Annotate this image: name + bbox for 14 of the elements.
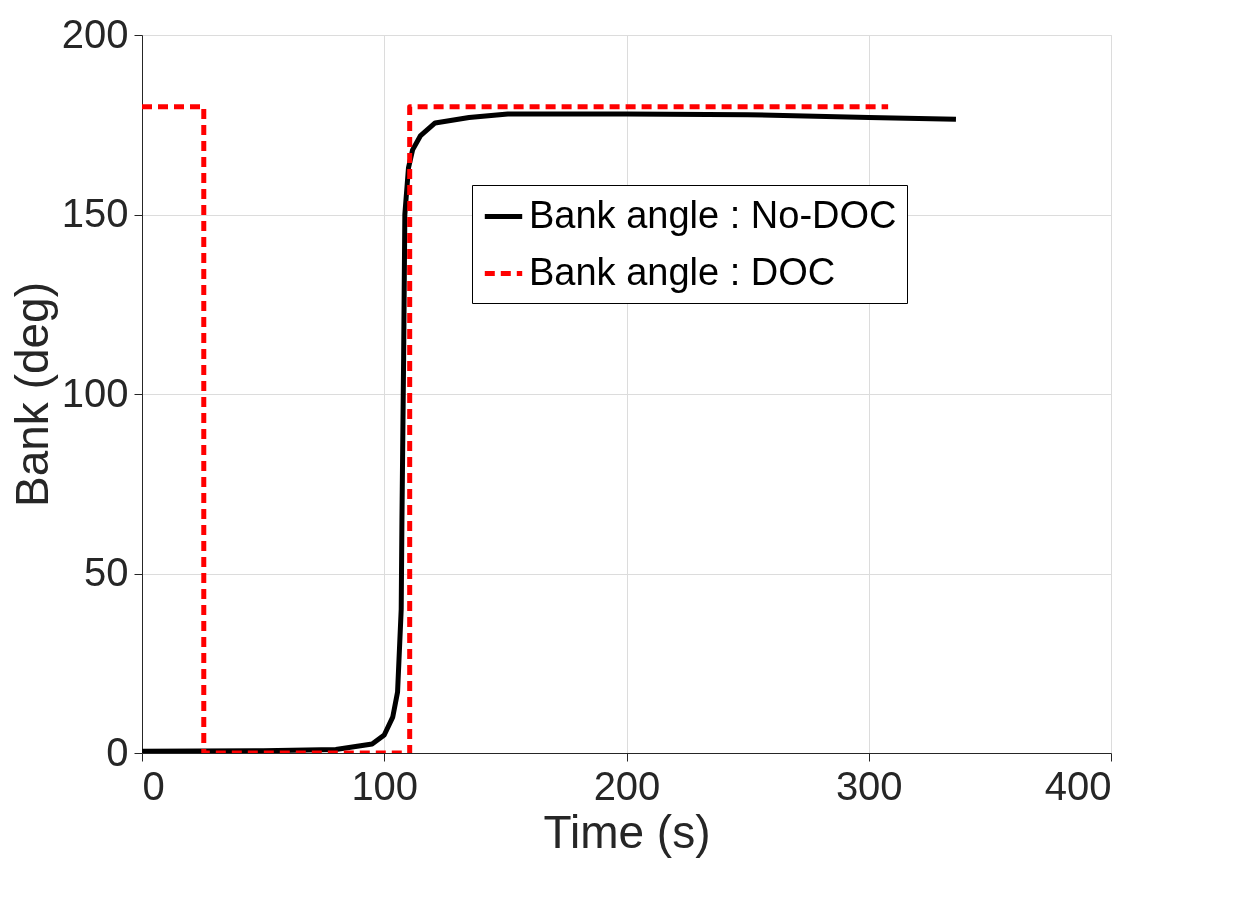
x-tick-label: 300 bbox=[835, 763, 903, 808]
x-tick-label: 200 bbox=[593, 763, 661, 808]
x-axis-title: Time (s) bbox=[543, 805, 711, 858]
y-axis-title: Bank (deg) bbox=[5, 281, 58, 508]
y-tick-label: 200 bbox=[61, 11, 129, 56]
x-tick-label: 100 bbox=[351, 763, 419, 808]
x-tick-label: 0 bbox=[142, 763, 165, 808]
y-tick-label: 100 bbox=[61, 370, 129, 415]
legend-label: Bank angle : No-DOC bbox=[529, 193, 897, 236]
y-tick-label: 50 bbox=[84, 550, 129, 594]
y-tick-label: 0 bbox=[106, 729, 129, 774]
y-tick-label: 150 bbox=[61, 191, 129, 235]
x-tick-label: 400 bbox=[1044, 763, 1112, 808]
legend-label: Bank angle : DOC bbox=[529, 250, 836, 293]
